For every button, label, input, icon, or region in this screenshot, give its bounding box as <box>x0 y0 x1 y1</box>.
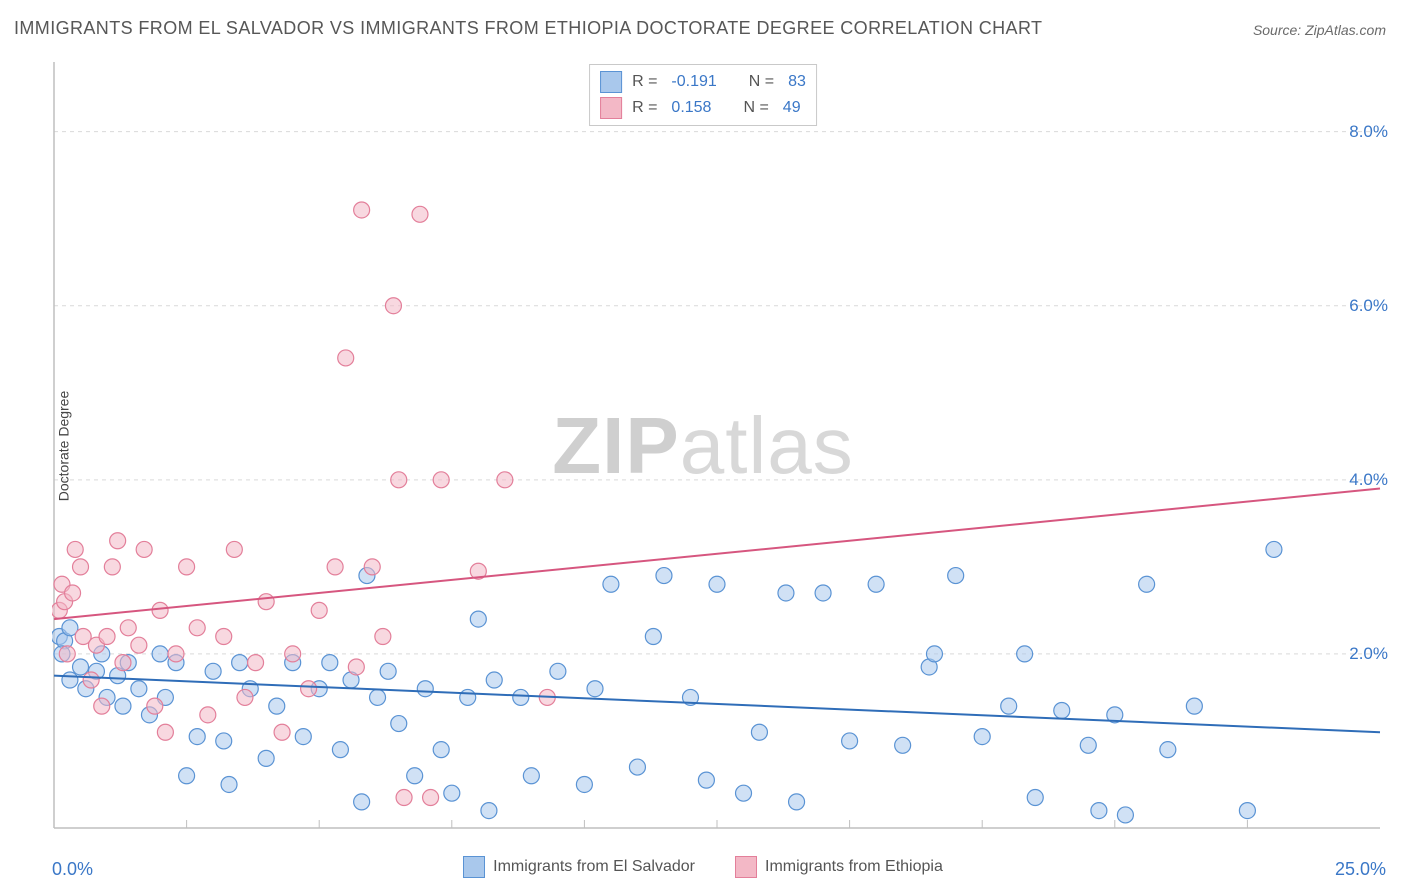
n-value-ethiopia: 49 <box>783 99 801 117</box>
swatch-ethiopia <box>600 97 622 119</box>
y-tick-label: 6.0% <box>1349 296 1388 316</box>
legend-row-ethiopia: R = 0.158 N = 49 <box>600 95 806 121</box>
swatch-el-salvador <box>463 856 485 878</box>
chart-title: IMMIGRANTS FROM EL SALVADOR VS IMMIGRANT… <box>14 18 1042 39</box>
series-legend: Immigrants from El Salvador Immigrants f… <box>0 856 1406 878</box>
swatch-ethiopia <box>735 856 757 878</box>
n-value-el-salvador: 83 <box>788 73 806 91</box>
r-label: R = <box>632 73 657 91</box>
swatch-el-salvador <box>600 71 622 93</box>
source-attribution: Source: ZipAtlas.com <box>1253 22 1386 38</box>
legend-item-ethiopia: Immigrants from Ethiopia <box>735 856 943 878</box>
legend-label-el-salvador: Immigrants from El Salvador <box>493 858 695 876</box>
r-label: R = <box>632 99 657 117</box>
r-value-el-salvador: -0.191 <box>671 73 716 91</box>
legend-label-ethiopia: Immigrants from Ethiopia <box>765 858 943 876</box>
n-label: N = <box>749 73 774 91</box>
scatter-chart <box>52 60 1382 830</box>
r-value-ethiopia: 0.158 <box>671 99 711 117</box>
y-tick-label: 2.0% <box>1349 644 1388 664</box>
n-label: N = <box>743 99 768 117</box>
legend-item-el-salvador: Immigrants from El Salvador <box>463 856 695 878</box>
y-tick-label: 8.0% <box>1349 122 1388 142</box>
correlation-legend: R = -0.191 N = 83 R = 0.158 N = 49 <box>589 64 817 126</box>
legend-row-el-salvador: R = -0.191 N = 83 <box>600 69 806 95</box>
y-tick-label: 4.0% <box>1349 470 1388 490</box>
